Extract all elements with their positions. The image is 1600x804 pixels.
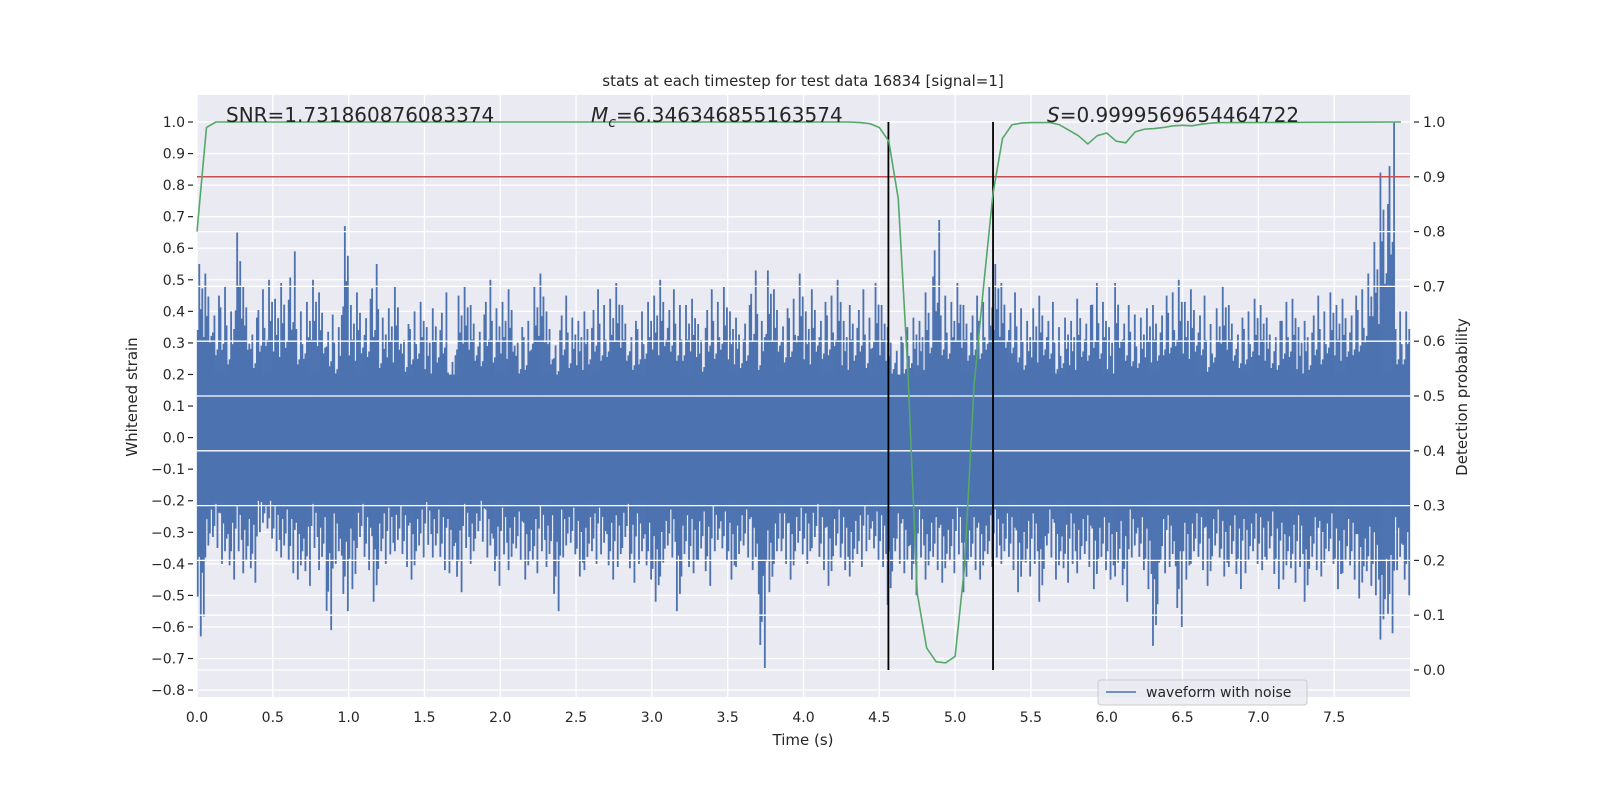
s-value: =0.9999569654464722	[1060, 103, 1299, 127]
y-tick-label: 0.6	[163, 241, 185, 257]
y-tick-label: −0.2	[151, 494, 185, 510]
y-right-tick-label: 0.3	[1423, 499, 1445, 515]
y-tick-label: −0.1	[151, 462, 185, 478]
y-tick-label: 0.3	[163, 336, 185, 352]
y-tick-label: 0.4	[163, 304, 185, 320]
x-tick-label: 4.0	[792, 710, 814, 726]
x-tick-label: 7.5	[1323, 710, 1345, 726]
y-right-tick-label: 0.6	[1423, 334, 1445, 350]
y-tick-label: 0.8	[163, 178, 185, 194]
x-tick-label: 3.0	[641, 710, 663, 726]
y-tick-label: −0.8	[151, 683, 185, 699]
y-right-tick-label: 0.8	[1423, 225, 1445, 241]
y-tick-label: 1.0	[163, 115, 185, 131]
y-tick-label: −0.7	[151, 652, 185, 668]
y-tick-label: −0.5	[151, 588, 185, 604]
x-tick-label: 2.5	[565, 710, 587, 726]
y-tick-label: 0.2	[163, 367, 185, 383]
y-right-tick-label: 0.0	[1423, 663, 1445, 679]
s-symbol: S	[1047, 103, 1060, 127]
x-tick-label: 7.0	[1247, 710, 1269, 726]
y-tick-label: 0.1	[163, 399, 185, 415]
y-tick-label: 0.5	[163, 273, 185, 289]
legend-waveform-label: waveform with noise	[1146, 685, 1291, 701]
x-tick-label: 1.5	[413, 710, 435, 726]
x-tick-label: 2.0	[489, 710, 511, 726]
y-tick-label: 0.7	[163, 210, 185, 226]
snr-annotation: SNR=1.731860876083374	[226, 103, 494, 127]
x-tick-label: 6.0	[1096, 710, 1118, 726]
legend: waveform with noise	[1098, 680, 1307, 705]
x-tick-label: 3.5	[717, 710, 739, 726]
x-tick-label: 5.5	[1020, 710, 1042, 726]
y-tick-label: −0.4	[151, 557, 185, 573]
y-right-tick-label: 0.9	[1423, 170, 1445, 186]
x-tick-label: 5.0	[944, 710, 966, 726]
chirp-mass-annotation: Mc=6.346346855163574	[591, 103, 843, 131]
x-tick-label: 0.0	[186, 710, 208, 726]
x-tick-label: 1.0	[337, 710, 359, 726]
y-right-tick-label: 0.7	[1423, 279, 1445, 295]
x-tick-label: 0.5	[262, 710, 284, 726]
x-tick-label: 6.5	[1171, 710, 1193, 726]
y-axis-label-right: Detection probability	[1453, 318, 1471, 476]
y-right-tick-label: 0.5	[1423, 389, 1445, 405]
y-tick-label: 0.9	[163, 147, 185, 163]
score-annotation: S=0.9999569654464722	[1047, 103, 1299, 127]
x-tick-label: 4.5	[868, 710, 890, 726]
y-axis-label: Whitened strain	[123, 337, 141, 456]
chart-title: stats at each timestep for test data 168…	[602, 72, 1003, 90]
mc-value: =6.346346855163574	[616, 103, 843, 127]
x-axis-label: Time (s)	[772, 731, 834, 749]
y-right-tick-label: 0.2	[1423, 553, 1445, 569]
y-right-tick-label: 1.0	[1423, 115, 1445, 131]
y-tick-label: −0.3	[151, 525, 185, 541]
y-tick-label: −0.6	[151, 620, 185, 636]
mc-symbol: M	[591, 103, 608, 127]
y-right-tick-label: 0.4	[1423, 444, 1445, 460]
y-right-tick-label: 0.1	[1423, 608, 1445, 624]
y-tick-label: 0.0	[163, 431, 185, 447]
